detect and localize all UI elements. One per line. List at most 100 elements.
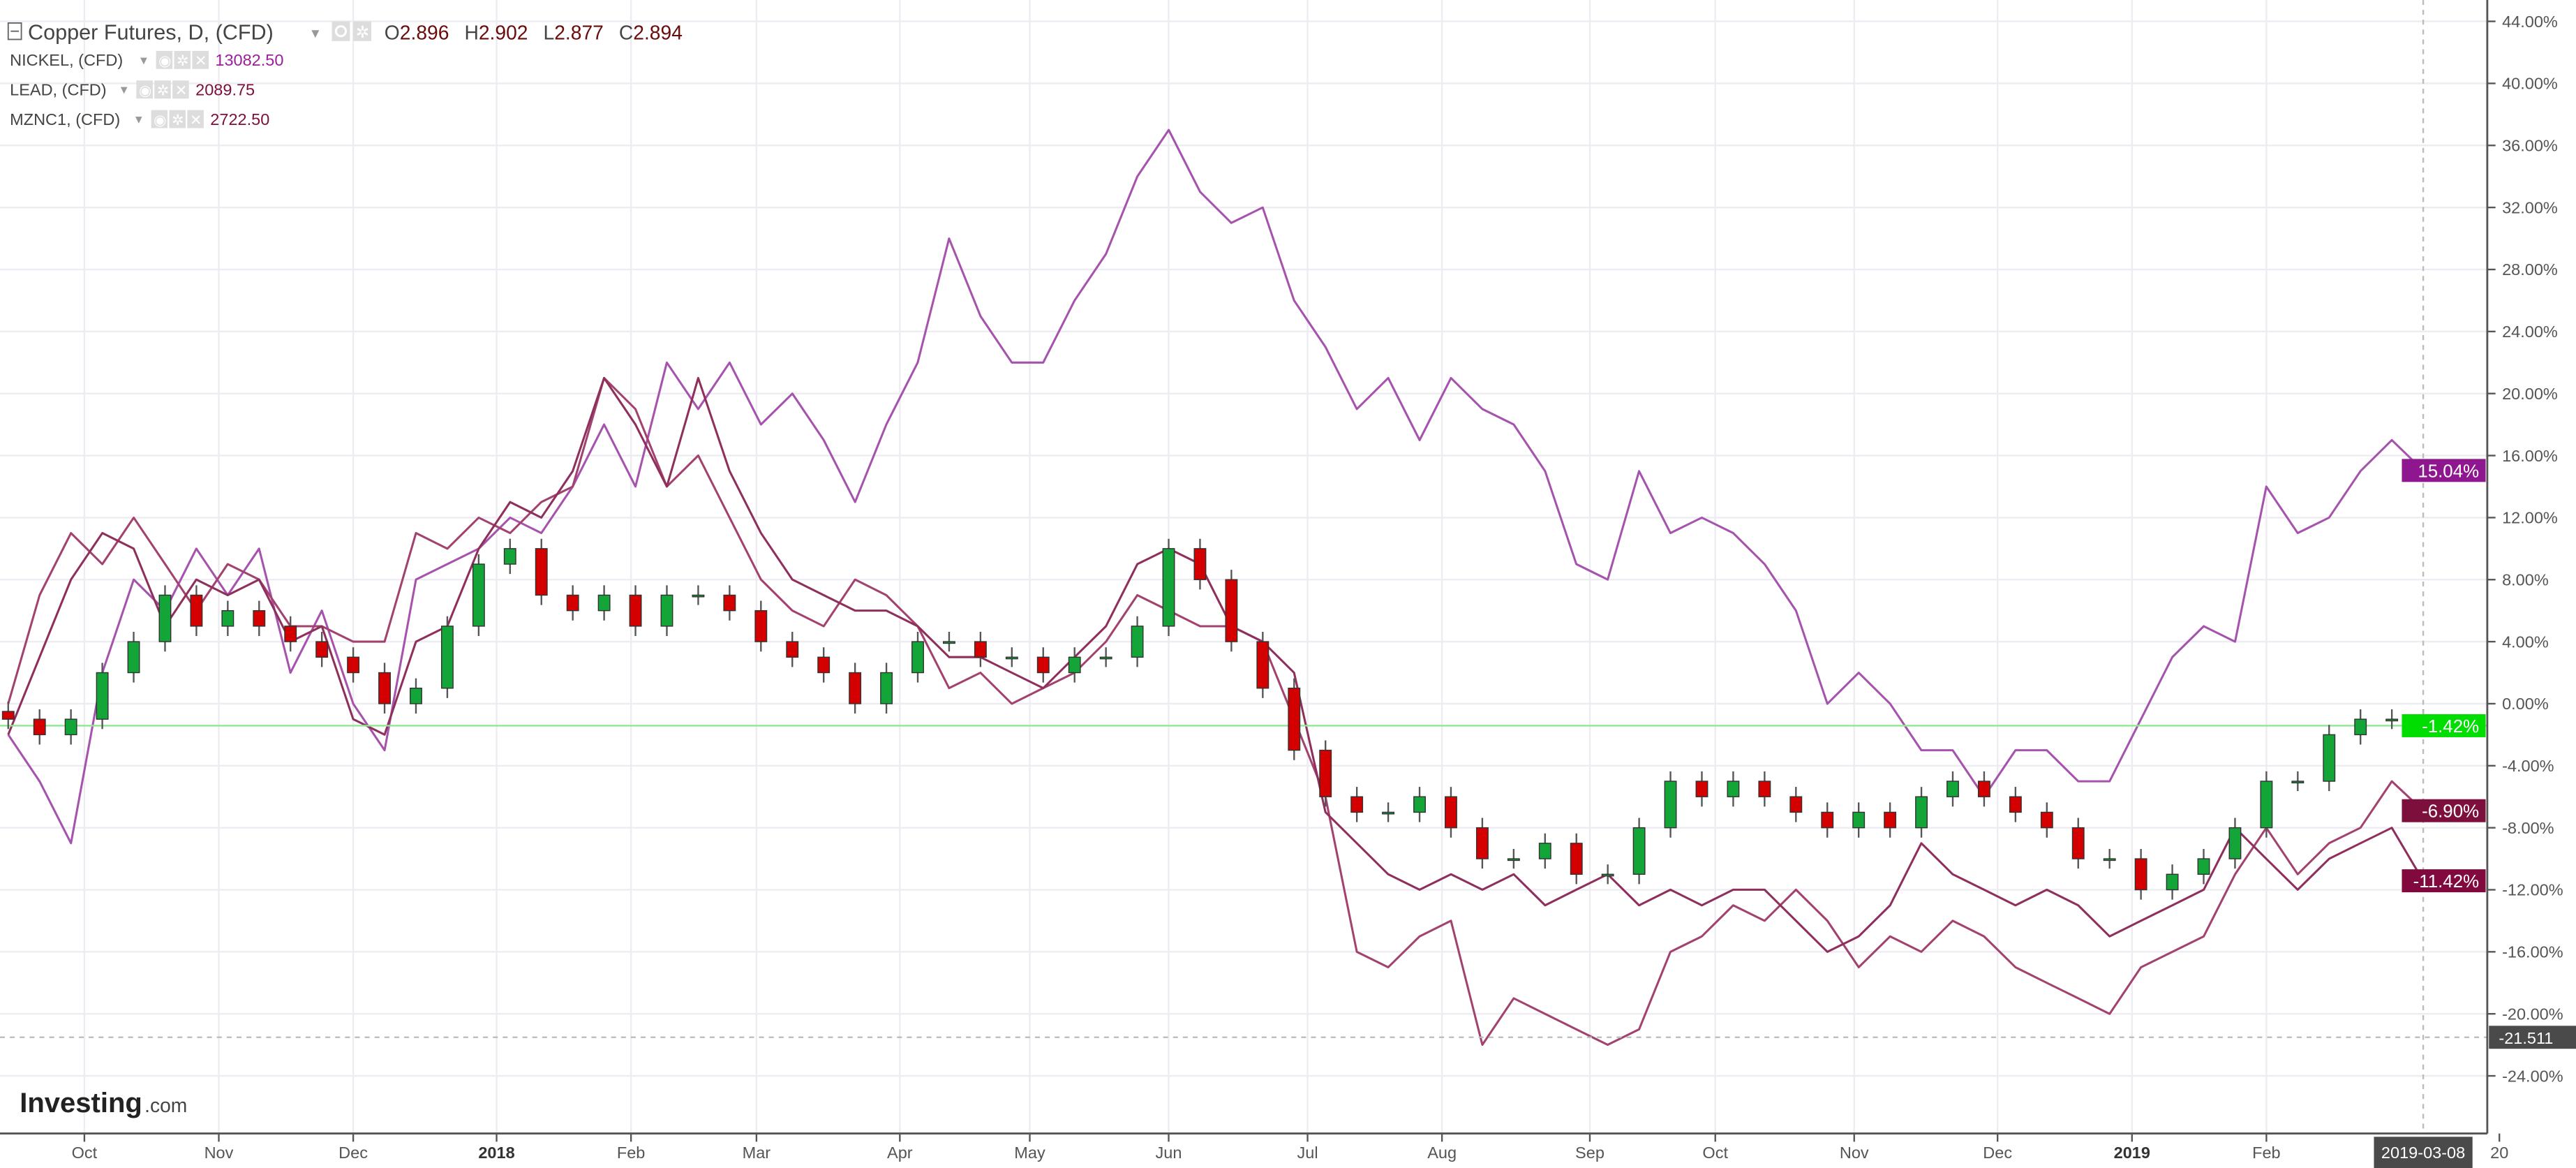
crosshair-date-text: 2019-03-08	[2381, 1144, 2465, 1162]
candle	[2134, 858, 2147, 891]
candle	[2071, 827, 2085, 859]
legend-overlays: NICKEL, (CFD) ▼ ◉ ✲ ✕ 13082.50 LEAD, (CFD) ▼ ◉ ✲ ✕…	[10, 50, 283, 128]
crosshair-price-label: -21.511	[2489, 1026, 2576, 1049]
y-tick-label: -20.00%	[2502, 1005, 2563, 1023]
remove-icon[interactable]	[192, 50, 209, 69]
x-tick-label: Jul	[1297, 1144, 1318, 1162]
candle	[1727, 781, 1740, 797]
candle	[440, 626, 454, 689]
candle	[315, 641, 329, 658]
series-line-nickel	[7, 128, 2425, 845]
legend-main[interactable]: Copper Futures, D, (CFD) ▼ ✲ O2.896 H2.9…	[7, 20, 683, 44]
y-tick-label: 4.00%	[2502, 633, 2549, 651]
low-label: L	[544, 21, 555, 43]
candle	[472, 563, 485, 627]
candle	[2103, 858, 2116, 862]
candle	[1884, 811, 1897, 829]
candle	[503, 548, 516, 565]
y-tick-label: 8.00%	[2502, 570, 2549, 589]
candle	[1601, 873, 1614, 877]
x-tick-label: Oct	[72, 1144, 98, 1162]
candle	[1632, 827, 1646, 875]
settings-icon-glyph: ✲	[172, 112, 184, 128]
candle	[96, 672, 109, 720]
candle	[849, 672, 862, 704]
candle	[2197, 858, 2210, 875]
candle	[1664, 781, 1677, 829]
series-last-label-bg	[2402, 869, 2486, 893]
legend-overlay-item[interactable]: NICKEL, (CFD) ▼ ◉ ✲ ✕ 13082.50	[10, 50, 283, 69]
y-tick-label: -8.00%	[2502, 819, 2554, 837]
candle	[2291, 781, 2305, 784]
candle	[1382, 811, 1395, 815]
settings-icon[interactable]	[169, 110, 186, 128]
logo-brand: Investing	[20, 1088, 142, 1118]
candle	[2260, 781, 2273, 829]
legend-main-symbol: Copper Futures, D, (CFD)	[28, 20, 274, 44]
settings-icon[interactable]	[154, 80, 171, 99]
candle	[1288, 688, 1301, 751]
candle	[817, 656, 831, 674]
high-value: 2.902	[479, 21, 528, 43]
x-tick-label: Mar	[743, 1144, 771, 1162]
y-tick-label: 40.00%	[2502, 75, 2558, 93]
y-tick-label: 36.00%	[2502, 137, 2558, 155]
settings-icon[interactable]	[353, 21, 371, 41]
logo-suffix: .com	[144, 1094, 187, 1116]
y-tick-label: 28.00%	[2502, 260, 2558, 279]
collapse-icon[interactable]	[7, 22, 22, 40]
open-label: O	[385, 21, 400, 43]
settings-icon[interactable]	[174, 50, 191, 69]
visibility-icon[interactable]	[136, 80, 153, 99]
x-tick-label: Feb	[617, 1144, 646, 1162]
remove-icon[interactable]	[172, 80, 189, 99]
copper-last-label-bg	[2402, 714, 2486, 737]
dropdown-arrow-icon: ▼	[138, 54, 149, 67]
y-tick-label: 20.00%	[2502, 385, 2558, 403]
candle	[2040, 811, 2053, 829]
x-tick-label: Sep	[1575, 1144, 1605, 1162]
visibility-icon-glyph: ◉	[158, 53, 171, 69]
remove-icon[interactable]	[187, 110, 204, 128]
x-tick-label: Feb	[2252, 1144, 2281, 1162]
open-value: 2.896	[400, 21, 449, 43]
legend: Copper Futures, D, (CFD) ▼ ✲ O2.896 H2.9…	[7, 20, 683, 128]
candle	[566, 594, 579, 612]
visibility-icon[interactable]	[332, 21, 350, 41]
dropdown-arrow-icon: ▼	[133, 113, 144, 126]
y-tick-label: 32.00%	[2502, 198, 2558, 216]
candle	[1350, 796, 1364, 813]
candle	[33, 718, 46, 736]
series-last-label: 15.04%	[2418, 461, 2479, 481]
legend-ohlc: O2.896 H2.902 L2.877 C2.894	[385, 21, 683, 43]
legend-overlay-item[interactable]: LEAD, (CFD) ▼ ◉ ✲ ✕ 2089.75	[10, 80, 255, 98]
remove-icon-glyph: ✕	[195, 53, 207, 69]
price-axis[interactable]: 44.00% 40.00% 36.00% 32.00% 28.00% 24.00% 20.0…	[2487, 13, 2563, 1085]
settings-icon-glyph: ✲	[177, 53, 189, 69]
legend-overlay-value: 13082.50	[215, 51, 283, 69]
visibility-icon[interactable]	[156, 50, 173, 69]
visibility-icon[interactable]	[151, 110, 168, 128]
candle	[597, 594, 611, 612]
investing-logo: Investing .com	[20, 1088, 187, 1118]
candle	[1256, 641, 1270, 689]
candle	[629, 594, 642, 627]
candle	[1789, 796, 1803, 813]
candle	[190, 594, 203, 627]
high-label: H	[464, 21, 478, 43]
time-axis[interactable]: Oct Nov Dec 2018 Feb Mar Apr May Jun Jul Aug Sep Oct…	[72, 1133, 2509, 1162]
x-tick-label: Jun	[1156, 1144, 1182, 1162]
legend-overlay-symbol: MZNC1, (CFD)	[10, 110, 120, 128]
candle	[378, 672, 391, 704]
y-tick-label: 16.00%	[2502, 447, 2558, 465]
candle	[1445, 796, 1457, 829]
close-value: 2.894	[633, 21, 683, 43]
remove-icon-glyph: ✕	[175, 82, 188, 98]
legend-overlay-value: 2089.75	[195, 80, 255, 98]
candle	[253, 609, 266, 627]
legend-overlay-item[interactable]: MZNC1, (CFD) ▼ ◉ ✲ ✕ 2722.50	[10, 110, 269, 128]
candle	[1005, 656, 1018, 660]
dropdown-arrow-icon[interactable]: ▼	[309, 26, 322, 40]
candle	[942, 641, 955, 644]
